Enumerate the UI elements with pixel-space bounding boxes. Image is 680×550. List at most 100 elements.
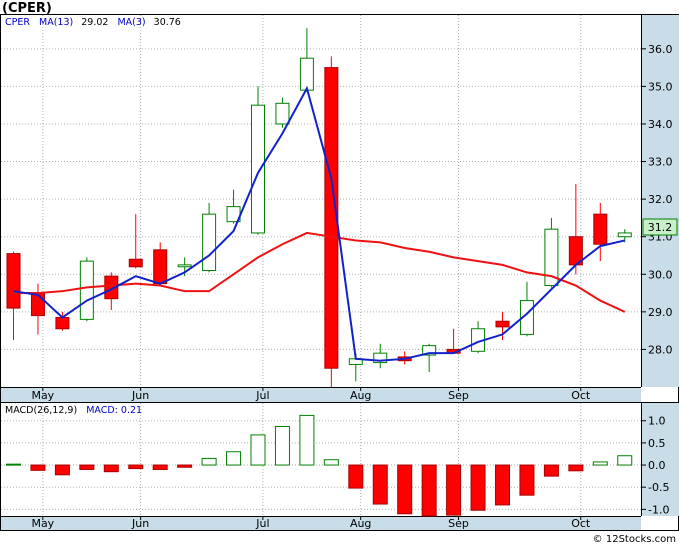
macd-bar-negative (128, 464, 144, 470)
candle-up (177, 264, 192, 268)
macd-bar-negative (543, 464, 559, 477)
price-y-tick-label: 32.0 (648, 193, 673, 206)
macd-y-tick-label: -0.5 (648, 481, 669, 494)
macd-x-tick-label: Aug (350, 517, 371, 530)
macd-bar-negative (372, 464, 388, 505)
macd-bar-positive (6, 463, 21, 466)
candle-down (593, 213, 608, 245)
candle-down (55, 316, 70, 330)
macd-bar-positive (617, 455, 633, 466)
candle-up (275, 102, 290, 125)
macd-bar-positive (250, 434, 266, 466)
price-y-tick-labels: 28.029.030.031.032.033.034.035.036.0 (641, 43, 673, 356)
macd-bar-negative (30, 464, 46, 471)
macd-y-tick-label: 0.0 (648, 459, 666, 472)
macd-bar-negative (446, 464, 462, 516)
candle-down (104, 275, 119, 300)
price-y-axis-band (641, 15, 679, 387)
price-y-tick-label: 29.0 (648, 306, 673, 319)
candle-up (422, 345, 437, 356)
macd-bar-negative (54, 464, 70, 476)
macd-x-tick-label: Sep (448, 517, 469, 530)
macd-x-tick-labels: May Jun Jul Aug Sep Oct (31, 516, 591, 530)
price-ma-lines (13, 85, 626, 362)
price-legend: CPER MA(13) 29.02 MA(3) 30.76 (5, 17, 181, 28)
macd-bar-positive (274, 425, 290, 466)
candle-up (251, 104, 265, 234)
candle-up (373, 352, 388, 364)
legend-symbol: CPER (5, 17, 30, 28)
chart-title: (CPER) (2, 1, 52, 16)
macd-legend-value: 0.21 (121, 405, 142, 416)
candle-up (617, 232, 632, 238)
price-x-tick-labels: May Jun Jul Aug Sep Oct (31, 387, 591, 402)
macd-legend: MACD(26,12,9) MACD: 0.21 (5, 405, 142, 416)
macd-legend-label: MACD(26,12,9) (5, 405, 77, 416)
macd-bar-positive (323, 459, 339, 466)
ma3-line (13, 85, 625, 362)
price-x-axis-band (1, 387, 641, 402)
candle-up (202, 213, 217, 272)
macd-y-tick-label: 0.5 (648, 437, 666, 450)
price-x-tick-label: Sep (448, 389, 469, 402)
macd-x-axis-band (1, 516, 641, 530)
macd-bar-positive (226, 451, 242, 466)
macd-bar-negative (519, 464, 535, 496)
price-x-tick-label: Jul (255, 389, 269, 402)
candle-up (79, 260, 94, 320)
candle-up (519, 300, 534, 335)
macd-bar-negative (470, 464, 486, 511)
last-price-badge-text: 31.2 (648, 221, 673, 234)
candle-up (299, 57, 314, 91)
price-candles (6, 28, 632, 387)
macd-x-tick-label: Jun (131, 517, 149, 530)
footer-credit: © 12Stocks.com (593, 534, 676, 545)
last-price-badge (642, 218, 678, 236)
candle-down (153, 249, 168, 285)
price-y-tick-label: 36.0 (648, 43, 673, 56)
price-x-tick-label: Aug (350, 389, 371, 402)
macd-bar-negative (495, 464, 510, 506)
macd-bar-negative (568, 464, 584, 472)
macd-y-tick-label: 1.0 (648, 415, 666, 428)
price-panel-frame (0, 14, 679, 403)
legend-ma3-label: MA(3) (117, 17, 145, 28)
macd-bar-positive (299, 414, 315, 466)
candle-down (6, 253, 21, 309)
macd-bar-negative (421, 464, 437, 517)
ma13-line (13, 231, 626, 313)
price-y-tick-label: 34.0 (648, 118, 673, 131)
macd-bar-negative (177, 464, 193, 468)
macd-bars (6, 414, 633, 517)
macd-legend-value-label: MACD: (86, 405, 118, 416)
candle-up (544, 228, 559, 287)
macd-x-tick-label: Jul (255, 517, 269, 530)
price-x-tick-label: May (31, 389, 54, 402)
candle-down (495, 320, 510, 328)
price-y-tick-label: 28.0 (648, 343, 673, 356)
macd-bar-positive (592, 461, 608, 466)
legend-ma3-value: 30.76 (154, 17, 181, 28)
price-x-tick-label: Jun (131, 389, 149, 402)
macd-x-tick-label: May (31, 517, 54, 530)
macd-bar-positive (201, 457, 217, 466)
macd-y-axis-band (641, 403, 679, 516)
macd-y-tick-label: -1.0 (648, 503, 669, 516)
candle-down (128, 258, 143, 268)
price-y-tick-label: 33.0 (648, 156, 673, 169)
price-x-tick-label: Oct (571, 389, 591, 402)
candle-down (30, 292, 45, 317)
macd-bar-negative (79, 464, 95, 470)
legend-ma13-value: 29.02 (81, 17, 108, 28)
legend-ma13-label: MA(13) (39, 17, 73, 28)
macd-bar-negative (152, 464, 168, 470)
macd-grid (1, 403, 641, 516)
macd-y-tick-labels: 1.0 0.5 0.0 -0.5 -1.0 (641, 415, 669, 516)
macd-bar-negative (397, 464, 413, 515)
macd-x-tick-label: Oct (571, 517, 591, 530)
price-y-tick-label: 35.0 (648, 80, 673, 93)
macd-bar-negative (103, 464, 119, 473)
candle-down (324, 67, 339, 369)
